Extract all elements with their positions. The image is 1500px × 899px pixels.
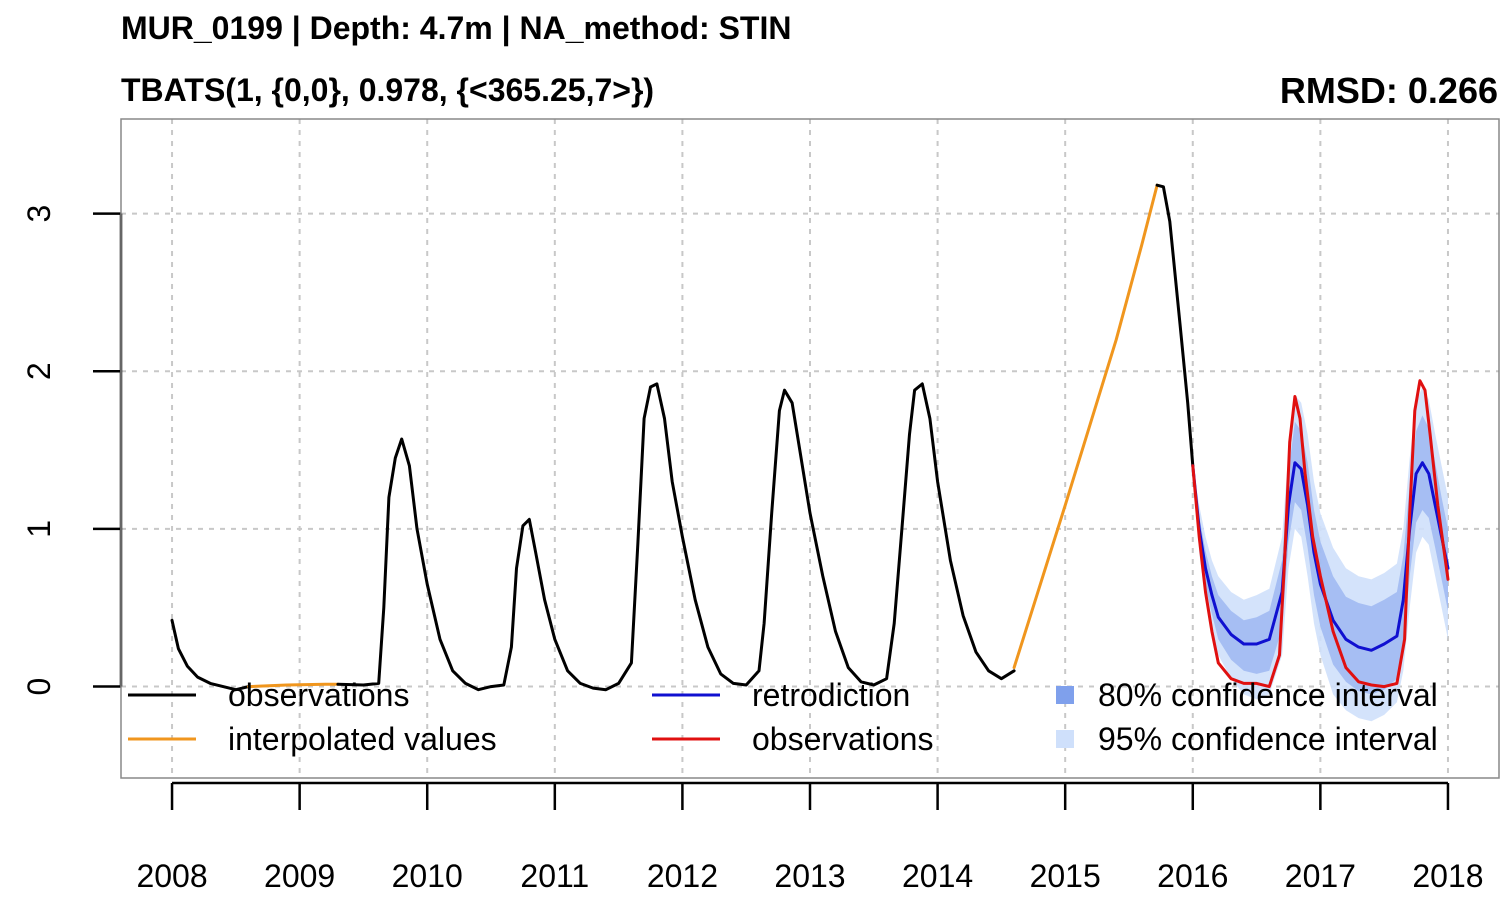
series-line — [1191, 379, 1450, 689]
x-tick-label: 2011 — [520, 858, 589, 894]
plot-frame — [120, 118, 1500, 779]
rmsd-annotation: RMSD: 0.266 — [1279, 70, 1498, 111]
y-tick-label: 2 — [21, 362, 57, 380]
legend-label: 80% confidence interval — [1098, 677, 1438, 713]
legend-swatch — [1056, 686, 1074, 704]
x-tick-label: 2017 — [1285, 858, 1356, 894]
series-line — [1191, 461, 1450, 652]
x-tick-label: 2018 — [1412, 858, 1483, 894]
legend: observations interpolated values retrodict… — [128, 677, 1438, 757]
x-tick-label: 2010 — [392, 858, 463, 894]
series-line — [247, 682, 340, 689]
legend-label: observations — [228, 677, 409, 713]
x-tick-label: 2013 — [774, 858, 845, 894]
chart-title: MUR_0199 | Depth: 4.7m | NA_method: STIN — [121, 10, 792, 46]
series-line — [1155, 183, 1195, 468]
legend-label: observations — [752, 721, 933, 757]
chart-subtitle: TBATS(1, {0,0}, 0.978, {<365.25,7>}) — [121, 72, 655, 108]
series-lines — [170, 183, 1450, 692]
confidence-bands — [1192, 387, 1448, 722]
axes: 0 1 2 3 2008 2009 2010 2011 2012 2013 2014 2015 2016… — [21, 205, 1484, 894]
legend-label: 95% confidence interval — [1098, 721, 1438, 757]
legend-label: retrodiction — [752, 677, 910, 713]
series-line — [336, 382, 1016, 692]
confidence-band — [1192, 415, 1448, 695]
y-tick-label: 1 — [21, 520, 57, 538]
x-tick-label: 2012 — [647, 858, 718, 894]
series-line — [1012, 183, 1159, 670]
x-tick-label: 2014 — [902, 858, 973, 894]
y-tick-label: 0 — [21, 678, 57, 696]
x-tick-label: 2008 — [136, 858, 207, 894]
series-line — [170, 618, 251, 692]
x-tick-label: 2009 — [264, 858, 335, 894]
x-tick-label: 2015 — [1030, 858, 1101, 894]
x-tick-label: 2016 — [1157, 858, 1228, 894]
y-tick-label: 3 — [21, 205, 57, 223]
legend-swatch — [1056, 730, 1074, 748]
legend-label: interpolated values — [228, 721, 497, 757]
